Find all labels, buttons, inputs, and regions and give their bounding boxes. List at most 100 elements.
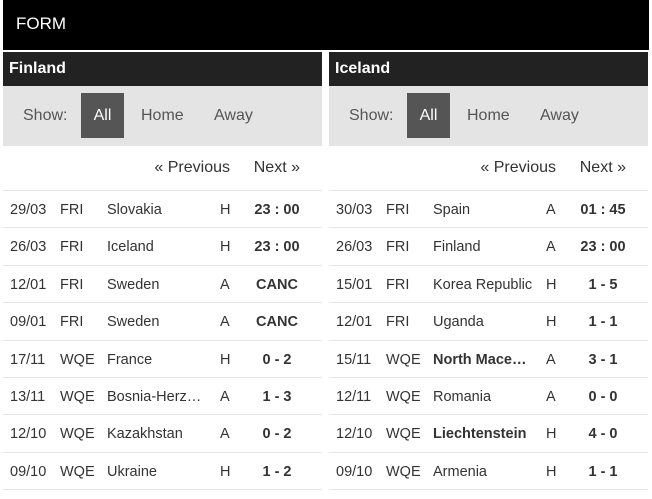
match-row[interactable]: 30/03 FRI Spain A 01 : 45 xyxy=(329,191,648,229)
filter-away-button[interactable]: Away xyxy=(214,107,253,124)
match-row[interactable]: 12/01 FRI Uganda H 1 - 1 xyxy=(329,303,648,341)
match-opponent: Slovakia xyxy=(107,202,162,218)
match-opponent: Bosnia-Herzegovina xyxy=(107,388,209,405)
match-row[interactable]: 09/10 WQE Ukraine H 1 - 2 xyxy=(3,453,322,491)
match-row[interactable]: 09/01 FRI Sweden A CANC xyxy=(3,303,322,341)
match-date: 12/11 xyxy=(336,388,372,405)
match-home-away: A xyxy=(546,351,556,368)
match-home-away: H xyxy=(220,463,231,480)
filter-all-button[interactable]: All xyxy=(81,93,124,138)
match-home-away: A xyxy=(546,388,556,405)
form-header: FORM xyxy=(3,0,649,50)
match-opponent: Armenia xyxy=(433,463,487,480)
filter-all-button[interactable]: All xyxy=(407,93,450,138)
match-row[interactable]: 12/10 WQE Liechtenstein H 4 - 0 xyxy=(329,415,648,453)
match-row[interactable]: 26/03 FRI Iceland H 23 : 00 xyxy=(3,228,322,266)
match-opponent: Uganda xyxy=(433,314,484,331)
previous-link[interactable]: « Previous xyxy=(154,159,230,176)
match-competition: FRI xyxy=(386,239,410,256)
match-row[interactable]: 09/10 WQE Armenia H 1 - 1 xyxy=(329,453,648,491)
match-date: 30/03 xyxy=(336,202,373,218)
match-home-away: H xyxy=(546,426,557,443)
match-opponent: Iceland xyxy=(107,239,154,256)
match-row[interactable]: 17/11 WQE France H 0 - 2 xyxy=(3,341,322,378)
match-opponent: Kazakhstan xyxy=(107,426,183,443)
match-result: 0 - 0 xyxy=(588,388,618,405)
match-result: 1 - 3 xyxy=(262,388,292,405)
filter-home-button[interactable]: Home xyxy=(467,107,510,124)
team-panel-finland: Finland Show: All Home Away « Previous N… xyxy=(3,52,322,499)
match-competition: WQE xyxy=(60,463,95,480)
match-competition: WQE xyxy=(386,463,421,480)
match-result: 3 - 1 xyxy=(588,351,618,368)
match-result: 1 - 1 xyxy=(588,463,618,480)
match-competition: FRI xyxy=(386,276,410,293)
team-name: Iceland xyxy=(335,60,391,77)
match-competition: FRI xyxy=(386,314,410,331)
match-competition: FRI xyxy=(60,314,84,331)
match-result: 01 : 45 xyxy=(580,202,626,218)
match-opponent: North Macedonia xyxy=(433,351,535,368)
match-home-away: A xyxy=(546,202,556,218)
match-row[interactable]: 12/10 WQE Kazakhstan A 0 - 2 xyxy=(3,415,322,453)
match-row[interactable]: 15/01 FRI Korea Republic H 1 - 5 xyxy=(329,266,648,304)
match-date: 09/10 xyxy=(10,463,47,480)
match-opponent: Romania xyxy=(433,388,492,405)
match-competition: WQE xyxy=(60,426,95,443)
match-result: 0 - 2 xyxy=(262,426,292,443)
match-opponent: Ukraine xyxy=(107,463,157,480)
match-competition: FRI xyxy=(60,276,84,293)
match-result: 1 - 1 xyxy=(588,314,618,331)
match-competition: FRI xyxy=(60,239,84,256)
match-home-away: H xyxy=(220,351,231,368)
match-date: 09/01 xyxy=(10,314,47,331)
match-result: 4 - 0 xyxy=(588,426,618,443)
match-competition: WQE xyxy=(60,351,95,368)
match-opponent: Korea Republic xyxy=(433,276,533,293)
match-date: 13/11 xyxy=(10,388,46,405)
match-date: 09/10 xyxy=(336,463,373,480)
filter-bar: Show: All Home Away xyxy=(329,86,648,146)
match-date: 12/01 xyxy=(336,314,373,331)
match-result: 1 - 5 xyxy=(588,276,618,293)
match-row[interactable]: 12/11 WQE Romania A 0 - 0 xyxy=(329,378,648,416)
match-competition: WQE xyxy=(386,388,421,405)
match-row[interactable]: 12/01 FRI Sweden A CANC xyxy=(3,266,322,304)
team-name-bar: Iceland xyxy=(329,52,648,86)
match-home-away: H xyxy=(220,202,231,218)
match-home-away: A xyxy=(220,426,230,443)
match-home-away: H xyxy=(546,463,557,480)
match-opponent: Sweden xyxy=(107,276,160,293)
match-competition: WQE xyxy=(60,388,95,405)
match-result: CANC xyxy=(256,314,298,331)
match-competition: WQE xyxy=(386,351,421,368)
next-link[interactable]: Next » xyxy=(579,159,626,176)
show-label: Show: xyxy=(349,107,394,124)
match-row[interactable]: 26/03 FRI Finland A 23 : 00 xyxy=(329,228,648,266)
match-date: 29/03 xyxy=(10,202,47,218)
match-date: 17/11 xyxy=(10,351,46,368)
filter-away-button[interactable]: Away xyxy=(540,107,579,124)
next-link[interactable]: Next » xyxy=(253,159,300,176)
match-home-away: H xyxy=(220,239,231,256)
match-opponent: Finland xyxy=(433,239,481,256)
match-result: 23 : 00 xyxy=(580,239,626,256)
team-name-bar: Finland xyxy=(3,52,322,86)
match-result: 23 : 00 xyxy=(254,202,300,218)
match-row[interactable]: 13/11 WQE Bosnia-Herzegovina A 1 - 3 xyxy=(3,378,322,416)
filter-home-button[interactable]: Home xyxy=(141,107,184,124)
match-opponent: Spain xyxy=(433,202,471,218)
show-label: Show: xyxy=(23,107,68,124)
previous-link[interactable]: « Previous xyxy=(480,159,556,176)
match-opponent: Sweden xyxy=(107,314,160,331)
match-home-away: H xyxy=(546,314,557,331)
match-home-away: A xyxy=(220,276,230,293)
match-opponent: Liechtenstein xyxy=(433,426,527,443)
match-date: 15/01 xyxy=(336,276,373,293)
match-competition: WQE xyxy=(386,426,421,443)
match-row[interactable]: 15/11 WQE North Macedonia A 3 - 1 xyxy=(329,341,648,378)
match-list: 29/03 FRI Slovakia H 23 : 00 26/03 FRI Iceland H… xyxy=(3,190,322,491)
match-row[interactable]: 29/03 FRI Slovakia H 23 : 00 xyxy=(3,191,322,229)
team-name: Finland xyxy=(9,60,66,77)
match-home-away: A xyxy=(220,314,230,331)
